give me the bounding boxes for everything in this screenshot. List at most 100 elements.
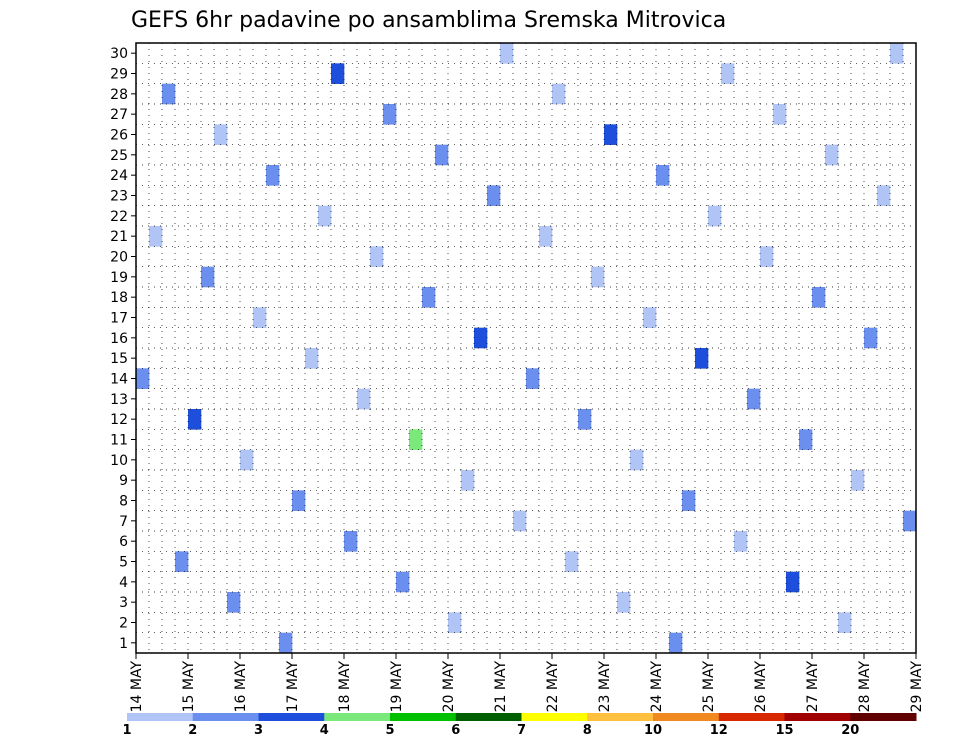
- x-tick-label: 17 MAY: [285, 661, 301, 713]
- y-tick-label: 18: [110, 290, 128, 306]
- heatmap-cell: [812, 287, 826, 308]
- colorbar-swatch: [653, 713, 720, 721]
- colorbar-label: 10: [644, 723, 662, 738]
- heatmap-cell: [253, 307, 267, 328]
- heatmap-cell: [734, 531, 748, 552]
- heatmap-cell: [279, 632, 293, 654]
- heatmap-cell: [851, 470, 865, 491]
- plot-frame: [135, 42, 917, 654]
- y-tick-label: 13: [110, 392, 128, 408]
- y-tick-label: 1: [119, 636, 128, 652]
- heatmap-cell: [903, 510, 917, 532]
- y-tick-label: 3: [119, 595, 128, 611]
- x-tick-label: 25 MAY: [701, 661, 717, 713]
- heatmap-cell: [565, 551, 579, 572]
- heatmap-cell: [552, 83, 566, 105]
- y-tick-label: 12: [110, 412, 128, 428]
- heatmap-cell: [591, 266, 605, 288]
- y-tick-label: 2: [119, 616, 128, 632]
- y-tick-label: 4: [119, 575, 128, 591]
- colorbar-label: 3: [254, 723, 263, 738]
- grid-lines: [136, 43, 916, 653]
- heatmap-cell: [448, 612, 462, 633]
- heatmap-cell: [630, 449, 644, 471]
- colorbar-label: 8: [583, 723, 592, 738]
- x-tick-label: 18 MAY: [337, 661, 353, 713]
- x-tick-label: 26 MAY: [753, 661, 769, 713]
- heatmap-cells: [136, 43, 917, 654]
- y-tick-label: 17: [110, 311, 128, 327]
- heatmap-cell: [292, 490, 306, 511]
- x-tick-label: 19 MAY: [389, 661, 405, 713]
- y-tick-label: 6: [119, 534, 128, 550]
- colorbar-label: 1: [122, 723, 131, 738]
- heatmap-cell: [422, 287, 436, 308]
- x-tick-label: 24 MAY: [649, 661, 665, 713]
- colorbar-swatch: [784, 713, 851, 721]
- heatmap-cell: [682, 490, 696, 511]
- colorbar-swatch: [521, 713, 588, 721]
- y-tick-label: 8: [119, 494, 128, 510]
- y-tick-label: 23: [110, 189, 128, 205]
- colorbar-label: 15: [775, 723, 793, 738]
- heatmap-cell: [188, 409, 202, 430]
- heatmap-cell: [396, 571, 410, 593]
- x-tick-label: 21 MAY: [493, 661, 509, 713]
- heatmap-cell: [344, 531, 358, 552]
- heatmap-cell: [825, 144, 839, 166]
- y-tick-label: 14: [110, 372, 128, 388]
- colorbar-label: 2: [188, 723, 197, 738]
- heatmap-cell: [435, 144, 449, 166]
- y-tick-label: 15: [110, 351, 128, 367]
- heatmap-cell: [760, 246, 774, 267]
- heatmap-cell: [474, 327, 488, 349]
- y-tick-label: 24: [110, 168, 128, 184]
- colorbar-swatch: [718, 713, 785, 721]
- x-tick-label: 15 MAY: [181, 661, 197, 713]
- heatmap-cell: [240, 449, 254, 471]
- heatmap-cell: [461, 470, 475, 491]
- y-tick-label: 16: [110, 331, 128, 347]
- colorbar: 1 2 3 4 5 6 7 8 10 12 15 20: [122, 713, 917, 738]
- heatmap-cell: [799, 429, 813, 450]
- y-axis-ticks: 1234567891011121314151617181920212223242…: [110, 46, 136, 652]
- y-tick-label: 22: [110, 209, 128, 225]
- y-tick-label: 19: [110, 270, 128, 286]
- y-tick-label: 10: [110, 453, 128, 469]
- heatmap-cell: [305, 348, 319, 369]
- x-tick-label: 23 MAY: [597, 661, 613, 713]
- x-tick-label: 22 MAY: [545, 661, 561, 713]
- colorbar-label: 20: [841, 723, 859, 738]
- heatmap-cell: [409, 429, 423, 450]
- heatmap-cell: [214, 124, 228, 145]
- heatmap-cell: [500, 43, 514, 64]
- heatmap-cell: [383, 104, 397, 125]
- heatmap-cell: [487, 185, 501, 206]
- colorbar-swatch: [850, 713, 917, 721]
- heatmap-cell: [708, 205, 722, 227]
- heatmap-cell: [604, 124, 618, 145]
- heatmap-cell: [617, 592, 631, 613]
- colorbar-swatch: [127, 713, 194, 721]
- y-tick-label: 20: [110, 250, 128, 266]
- x-tick-label: 28 MAY: [857, 661, 873, 713]
- colorbar-swatch: [324, 713, 391, 721]
- y-tick-label: 28: [110, 87, 128, 103]
- heatmap-cell: [526, 368, 540, 389]
- y-tick-label: 21: [110, 229, 128, 245]
- x-axis-ticks: 14 MAY 15 MAY 16 MAY 17 MAY 18 MAY 19 MAY 20 M…: [129, 653, 925, 712]
- colorbar-label: 4: [320, 723, 329, 738]
- colorbar-swatch: [390, 713, 457, 721]
- y-tick-label: 9: [119, 473, 128, 489]
- heatmap-cell: [266, 165, 280, 186]
- heatmap-cell: [669, 632, 683, 654]
- x-tick-label: 20 MAY: [441, 661, 457, 713]
- heatmap-cell: [357, 388, 371, 410]
- colorbar-label: 5: [385, 723, 394, 738]
- heatmap-cell: [877, 185, 891, 206]
- heatmap-cell: [721, 63, 735, 84]
- heatmap-cell: [370, 246, 384, 267]
- y-tick-label: 27: [110, 107, 128, 123]
- colorbar-label: 12: [710, 723, 728, 738]
